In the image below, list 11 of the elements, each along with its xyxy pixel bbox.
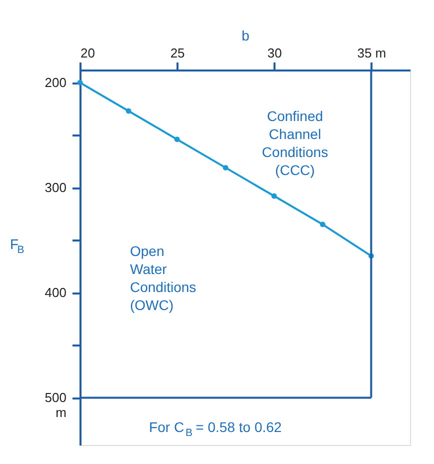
y-tick-label: 300 — [44, 180, 66, 196]
y-tick-label: 400 — [44, 285, 66, 300]
annotation: Confined Channel Conditions (CCC) — [262, 108, 328, 178]
x-axis-title: b — [242, 28, 250, 44]
annotation: Open Water Conditions (OWC) — [130, 243, 196, 313]
x-tick-label: 35 m — [357, 46, 386, 60]
x-tick-label: 25 — [170, 46, 185, 60]
x-tick-label: 30 — [267, 46, 282, 60]
y-tick-label: 500 m — [44, 390, 66, 420]
x-tick-label: 20 — [80, 46, 95, 60]
y-tick-label: 200 — [44, 75, 66, 90]
